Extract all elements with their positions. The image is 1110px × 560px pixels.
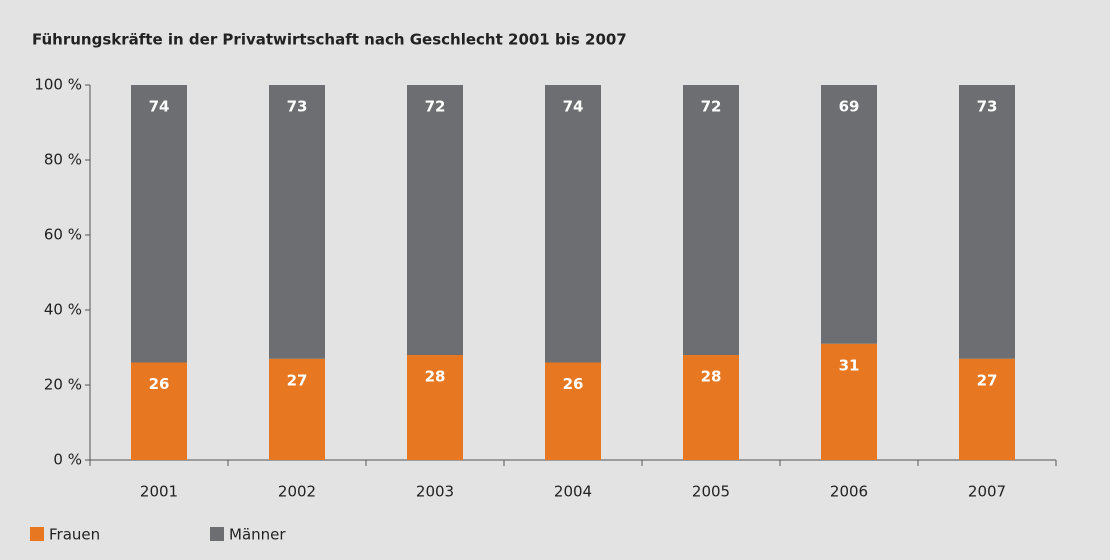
value-label: 73: [977, 98, 998, 116]
bar-segment: [407, 355, 463, 460]
value-label: 72: [425, 98, 446, 116]
bar-segment: [959, 85, 1015, 359]
value-label: 69: [839, 98, 860, 116]
bar-segment: [545, 85, 601, 363]
chart-title: Führungskräfte in der Privatwirtschaft n…: [32, 31, 627, 49]
value-label: 73: [287, 98, 308, 116]
x-tick-label: 2007: [968, 483, 1006, 501]
bar-segment: [683, 85, 739, 355]
value-label: 27: [287, 371, 308, 389]
bar-segment: [407, 85, 463, 355]
value-label: 27: [977, 371, 998, 389]
value-label: 28: [425, 368, 446, 386]
bar-segment: [821, 343, 877, 460]
bar-segment: [821, 85, 877, 344]
x-tick-label: 2006: [830, 483, 868, 501]
value-label: 74: [563, 98, 584, 116]
bar-segment: [959, 358, 1015, 460]
value-label: 26: [563, 375, 584, 393]
x-tick-label: 2002: [278, 483, 316, 501]
bar-segment: [131, 85, 187, 363]
y-tick-label: 100 %: [34, 76, 82, 94]
bar-segment: [269, 358, 325, 460]
y-tick-label: 80 %: [44, 151, 82, 169]
bar-segment: [269, 85, 325, 359]
value-label: 74: [149, 98, 170, 116]
y-tick-label: 60 %: [44, 226, 82, 244]
value-label: 26: [149, 375, 170, 393]
legend-swatch: [210, 527, 224, 541]
bar-segment: [131, 362, 187, 460]
x-tick-label: 2004: [554, 483, 592, 501]
x-tick-label: 2005: [692, 483, 730, 501]
value-label: 28: [701, 368, 722, 386]
bar-segment: [545, 362, 601, 460]
y-tick-label: 20 %: [44, 376, 82, 394]
x-tick-label: 2003: [416, 483, 454, 501]
legend-swatch: [30, 527, 44, 541]
legend-label: Männer: [229, 526, 286, 544]
y-tick-label: 40 %: [44, 301, 82, 319]
legend-label: Frauen: [49, 526, 100, 544]
x-tick-label: 2001: [140, 483, 178, 501]
y-tick-label: 0 %: [53, 451, 82, 469]
value-label: 31: [839, 356, 860, 374]
value-label: 72: [701, 98, 722, 116]
bar-segment: [683, 355, 739, 460]
